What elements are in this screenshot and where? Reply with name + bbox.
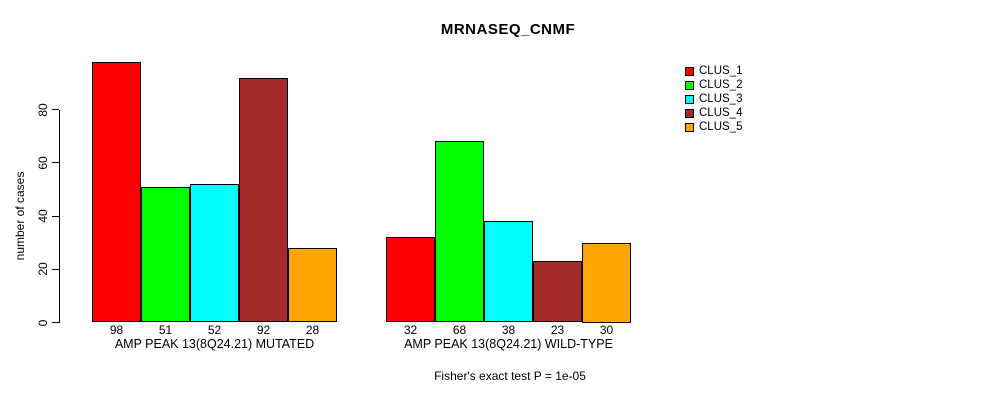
y-tick — [52, 109, 59, 110]
bar — [533, 261, 582, 323]
bar-value-label: 68 — [452, 323, 467, 337]
bar-value-label: 98 — [109, 323, 124, 337]
legend-item: CLUS_5 — [685, 120, 742, 134]
y-tick-label: 0 — [36, 319, 50, 326]
legend-swatch — [685, 66, 694, 76]
y-axis-line — [59, 109, 60, 323]
bar — [386, 237, 435, 323]
bar-value-label: 92 — [256, 323, 271, 337]
legend-swatch — [685, 94, 694, 104]
group-label: AMP PEAK 13(8Q24.21) WILD-TYPE — [404, 337, 613, 351]
y-tick — [52, 162, 59, 164]
bar-value-label: 28 — [305, 323, 320, 337]
bar-value-label: 51 — [158, 323, 173, 337]
bar — [92, 61, 141, 323]
legend-swatch — [685, 80, 694, 90]
y-tick-label: 80 — [36, 102, 50, 117]
bar — [288, 247, 337, 323]
legend-label: CLUS_2 — [699, 79, 743, 91]
legend-label: CLUS_5 — [699, 121, 743, 133]
bar — [190, 184, 239, 323]
legend-label: CLUS_3 — [699, 93, 743, 105]
legend-swatch — [685, 122, 694, 132]
bar — [239, 77, 288, 323]
y-axis-label: number of cases — [13, 171, 27, 261]
y-tick-label: 40 — [36, 209, 50, 223]
y-tick — [52, 215, 59, 217]
bar — [484, 221, 533, 323]
bar-value-label: 38 — [501, 323, 516, 337]
y-tick-label: 60 — [36, 156, 50, 170]
bar-value-label: 30 — [599, 323, 614, 337]
y-tick — [52, 322, 59, 323]
legend-item: CLUS_1 — [685, 64, 742, 78]
chart-title: MRNASEQ_CNMF — [440, 21, 576, 38]
legend-item: CLUS_2 — [685, 78, 742, 92]
legend-label: CLUS_4 — [699, 107, 743, 119]
legend-item: CLUS_4 — [685, 106, 742, 120]
bar-value-label: 23 — [550, 323, 565, 337]
legend-item: CLUS_3 — [685, 92, 742, 106]
bar — [435, 141, 484, 323]
bar-value-label: 32 — [403, 323, 418, 337]
bar — [141, 186, 190, 323]
bar — [582, 242, 631, 323]
footnote: Fisher's exact test P = 1e-05 — [434, 369, 586, 383]
bar-value-label: 52 — [207, 323, 222, 337]
legend-swatch — [685, 108, 694, 118]
legend: CLUS_1 CLUS_2 CLUS_3 CLUS_4 CLUS_5 — [685, 64, 742, 134]
y-tick — [52, 268, 59, 270]
legend-label: CLUS_1 — [699, 65, 743, 77]
group-label: AMP PEAK 13(8Q24.21) MUTATED — [114, 337, 315, 351]
y-tick-label: 20 — [36, 262, 50, 276]
